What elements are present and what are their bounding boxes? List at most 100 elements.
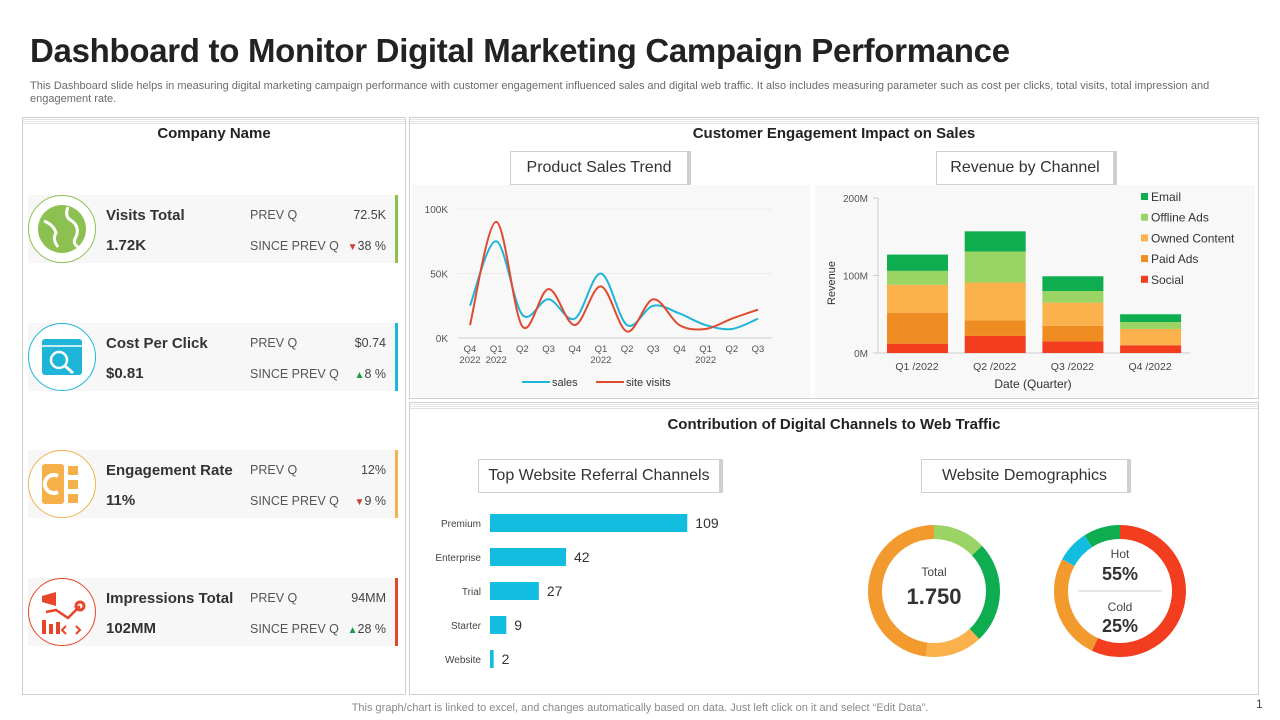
kpi-value: 102MM bbox=[106, 620, 157, 637]
bar-segment-email bbox=[1120, 314, 1182, 322]
kpi-name: Visits Total bbox=[106, 207, 185, 224]
legend-label: Paid Ads bbox=[1151, 252, 1198, 266]
x-tick-label: 2022 bbox=[695, 355, 716, 366]
bar bbox=[490, 616, 507, 634]
total-donut-slice bbox=[925, 628, 980, 657]
since-prev-q-label: SINCE PREV Q bbox=[250, 622, 339, 636]
legend-label: Offline Ads bbox=[1151, 211, 1209, 225]
data-label: 2 bbox=[502, 651, 510, 667]
bar-segment-social bbox=[1120, 345, 1182, 353]
total-donut-slice bbox=[868, 525, 935, 657]
legend-label: Owned Content bbox=[1151, 231, 1235, 245]
kpi-name: Engagement Rate bbox=[106, 462, 233, 479]
bar-segment-paid-ads bbox=[964, 320, 1026, 336]
triangle-down-icon: ▼ bbox=[354, 497, 365, 508]
kpi-name: Cost Per Click bbox=[106, 335, 208, 352]
category-label: Starter bbox=[451, 621, 482, 632]
kpi-value: $0.81 bbox=[106, 365, 144, 382]
page-description: This Dashboard slide helps in measuring … bbox=[30, 80, 1210, 105]
x-tick-label: Q3 bbox=[752, 344, 765, 355]
x-tick-label: Q1 bbox=[699, 344, 712, 355]
data-label: 27 bbox=[547, 583, 563, 599]
data-label: 9 bbox=[514, 617, 522, 633]
legend-swatch bbox=[1141, 255, 1148, 263]
demographics-donut-slice bbox=[1084, 525, 1121, 548]
prev-q-label: PREV Q bbox=[250, 208, 298, 222]
donut-center-value: 1.750 bbox=[906, 584, 961, 609]
change-value: ▲28 % bbox=[347, 622, 386, 636]
legend-swatch bbox=[1141, 213, 1148, 221]
change-value: ▲8 % bbox=[354, 367, 386, 381]
category-label: Website bbox=[445, 655, 481, 666]
bar-segment-social bbox=[964, 335, 1026, 353]
megaphone-analytics-icon bbox=[28, 578, 96, 646]
x-tick-label: Q3 bbox=[647, 344, 660, 355]
y-tick-label: 0K bbox=[436, 334, 449, 345]
category-label: Enterprise bbox=[435, 553, 481, 564]
donut-center-label: Total bbox=[921, 565, 946, 579]
y-tick-label: 50K bbox=[430, 270, 448, 281]
kpi-value: 1.72K bbox=[106, 237, 147, 254]
x-tick-label: Q3 /2022 bbox=[1051, 361, 1094, 373]
prev-q-value: 12% bbox=[360, 463, 386, 477]
web-traffic-title: Contribution of Digital Channels to Web … bbox=[667, 416, 1001, 433]
triangle-up-icon: ▲ bbox=[347, 625, 358, 636]
category-label: Premium bbox=[441, 519, 481, 530]
legend-label: site visits bbox=[626, 377, 671, 389]
legend-swatch bbox=[1141, 275, 1148, 283]
company-name-title: Company Name bbox=[157, 125, 271, 142]
footer-note: This graph/chart is linked to excel, and… bbox=[351, 702, 929, 714]
cold-value: 25% bbox=[1102, 616, 1138, 636]
bar bbox=[490, 650, 494, 668]
x-tick-label: 2022 bbox=[590, 355, 611, 366]
prev-q-value: 94MM bbox=[351, 591, 386, 605]
tab-product-sales-trend[interactable]: Product Sales Trend bbox=[510, 151, 688, 185]
prev-q-value: 72.5K bbox=[353, 208, 386, 222]
bar-segment-owned-content bbox=[964, 282, 1026, 321]
prev-q-label: PREV Q bbox=[250, 463, 298, 477]
triangle-down-icon: ▼ bbox=[347, 242, 358, 253]
bar-segment-owned-content bbox=[1042, 302, 1104, 326]
bar bbox=[490, 548, 567, 566]
y-tick-label: 200M bbox=[843, 194, 868, 205]
x-tick-label: 2022 bbox=[486, 355, 507, 366]
prev-q-value: $0.74 bbox=[354, 336, 386, 350]
bar-segment-email bbox=[1042, 276, 1104, 291]
bar-segment-owned-content bbox=[887, 284, 948, 313]
tab-website-demographics[interactable]: Website Demographics bbox=[921, 459, 1128, 493]
cold-label: Cold bbox=[1108, 600, 1133, 614]
bar bbox=[490, 514, 688, 532]
demographics-donut-slice bbox=[1054, 559, 1099, 651]
kpi-card: Impressions Total 102MM PREV Q SINCE PRE… bbox=[28, 578, 398, 646]
web-traffic-panel: Contribution of Digital Channels to Web … bbox=[409, 402, 1259, 695]
change-value: ▼9 % bbox=[354, 494, 386, 508]
x-tick-label: Q2 bbox=[725, 344, 738, 355]
y-tick-label: 100K bbox=[425, 205, 449, 216]
bar-segment-owned-content bbox=[1120, 328, 1182, 346]
x-tick-label: Q2 /2022 bbox=[973, 361, 1016, 373]
globe-icon bbox=[28, 195, 96, 263]
bar-segment-offline-ads bbox=[887, 270, 948, 285]
bar bbox=[490, 582, 539, 600]
kpi-card: Visits Total 1.72K PREV Q SINCE PREV Q 7… bbox=[28, 195, 398, 263]
x-tick-label: Q1 /2022 bbox=[895, 361, 938, 373]
data-label: 42 bbox=[574, 549, 590, 565]
x-tick-label: Q4 bbox=[568, 344, 581, 355]
change-value: ▼38 % bbox=[347, 239, 386, 253]
bar-segment-paid-ads bbox=[1042, 325, 1104, 342]
tab-top-referral-channels[interactable]: Top Website Referral Channels bbox=[478, 459, 720, 493]
demographics-donut-slice bbox=[1091, 525, 1186, 657]
tab-revenue-by-channel[interactable]: Revenue by Channel bbox=[936, 151, 1114, 185]
bar-segment-email bbox=[887, 254, 948, 271]
total-donut-slice bbox=[969, 545, 1000, 640]
x-tick-label: Q4 bbox=[464, 344, 477, 355]
since-prev-q-label: SINCE PREV Q bbox=[250, 494, 339, 508]
x-tick-label: Q1 bbox=[595, 344, 608, 355]
data-label: 109 bbox=[695, 515, 719, 531]
prev-q-label: PREV Q bbox=[250, 336, 298, 350]
bar-segment-offline-ads bbox=[1042, 291, 1104, 303]
since-prev-q-label: SINCE PREV Q bbox=[250, 239, 339, 253]
kpi-name: Impressions Total bbox=[106, 590, 234, 607]
hot-label: Hot bbox=[1111, 547, 1130, 561]
